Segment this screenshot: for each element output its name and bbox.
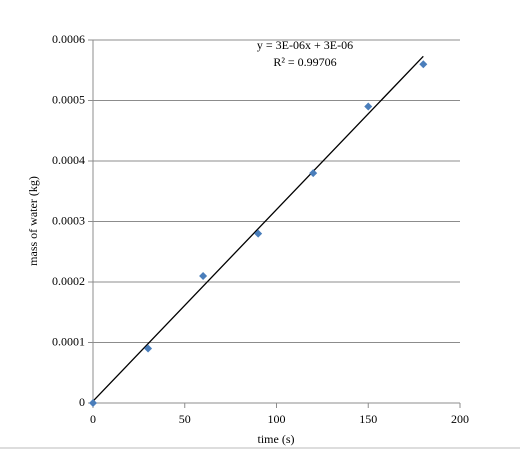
x-tick-label: 0 [90,412,96,426]
y-tick-label: 0.0004 [52,153,85,167]
y-tick-label: 0.0003 [52,213,85,227]
y-tick-label: 0.0006 [52,32,85,46]
data-point [144,344,153,353]
data-point [419,60,428,69]
trendline [92,55,424,402]
x-tick-label: 50 [179,412,191,426]
data-point [254,229,263,238]
trendline-equation: y = 3E-06x + 3E-06 [257,38,353,52]
data-point [199,271,208,280]
x-tick-label: 200 [451,412,469,426]
y-tick-label: 0.0001 [52,334,85,348]
x-tick-label: 150 [359,412,377,426]
y-tick-label: 0 [79,395,85,409]
data-point [89,399,97,407]
data-point [309,169,318,178]
y-tick-label: 0.0002 [52,274,85,288]
data-point [364,102,373,111]
r-squared: R² = 0.99706 [273,55,336,69]
y-tick-label: 0.0005 [52,92,85,106]
x-axis-label: time (s) [258,432,295,446]
x-tick-label: 100 [268,412,286,426]
y-axis-label: mass of water (kg) [26,176,40,266]
